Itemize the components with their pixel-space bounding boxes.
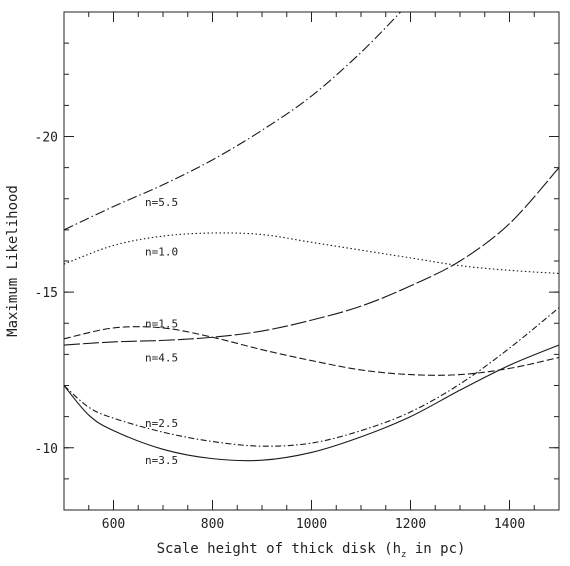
x-tick-label: 1200	[395, 517, 426, 532]
y-axis-label: Maximum Likelihood	[5, 185, 21, 337]
curve-label-n-3-5: n=3.5	[145, 454, 178, 467]
x-tick-labels: 600 800 1000 1200 1400	[102, 517, 525, 532]
x-tick-label: 800	[201, 517, 224, 532]
curve-n-1-5	[63, 326, 560, 376]
curve-n-3-5	[63, 344, 560, 462]
curve-n-2-5	[63, 307, 560, 447]
minor-ticks	[63, 11, 560, 511]
y-tick-label: -20	[35, 131, 58, 146]
y-tick-labels: -10 -15 -20	[35, 131, 58, 457]
curve-n-5-5	[63, 11, 401, 231]
x-tick-label: 1400	[494, 517, 525, 532]
x-axis-label: Scale height of thick disk (hz in pc)	[157, 541, 466, 560]
curve-label-n-5-5: n=5.5	[145, 196, 178, 209]
curve-label-n-1-0: n=1.0	[145, 246, 178, 259]
x-tick-label: 1000	[296, 517, 327, 532]
y-tick-label: -15	[35, 286, 58, 301]
curve-label-n-1-5: n=1.5	[145, 317, 178, 330]
curve-label-n-4-5: n=4.5	[145, 351, 178, 364]
curve-labels: n=5.5 n=1.0 n=4.5 n=1.5 n=2.5 n=3.5	[145, 196, 178, 467]
curve-n-1-0	[63, 232, 560, 274]
plot-frame	[63, 11, 560, 511]
x-axis-label-subscript: z	[401, 550, 406, 560]
curve-label-n-2-5: n=2.5	[145, 417, 178, 430]
y-tick-label: -10	[35, 442, 58, 457]
curves	[63, 11, 560, 462]
x-tick-label: 600	[102, 517, 125, 532]
curve-n-4-5	[63, 167, 560, 346]
x-axis-label-end: in pc)	[406, 541, 465, 557]
major-ticks	[64, 12, 559, 510]
x-axis-label-main: Scale height of thick disk (h	[157, 541, 401, 557]
